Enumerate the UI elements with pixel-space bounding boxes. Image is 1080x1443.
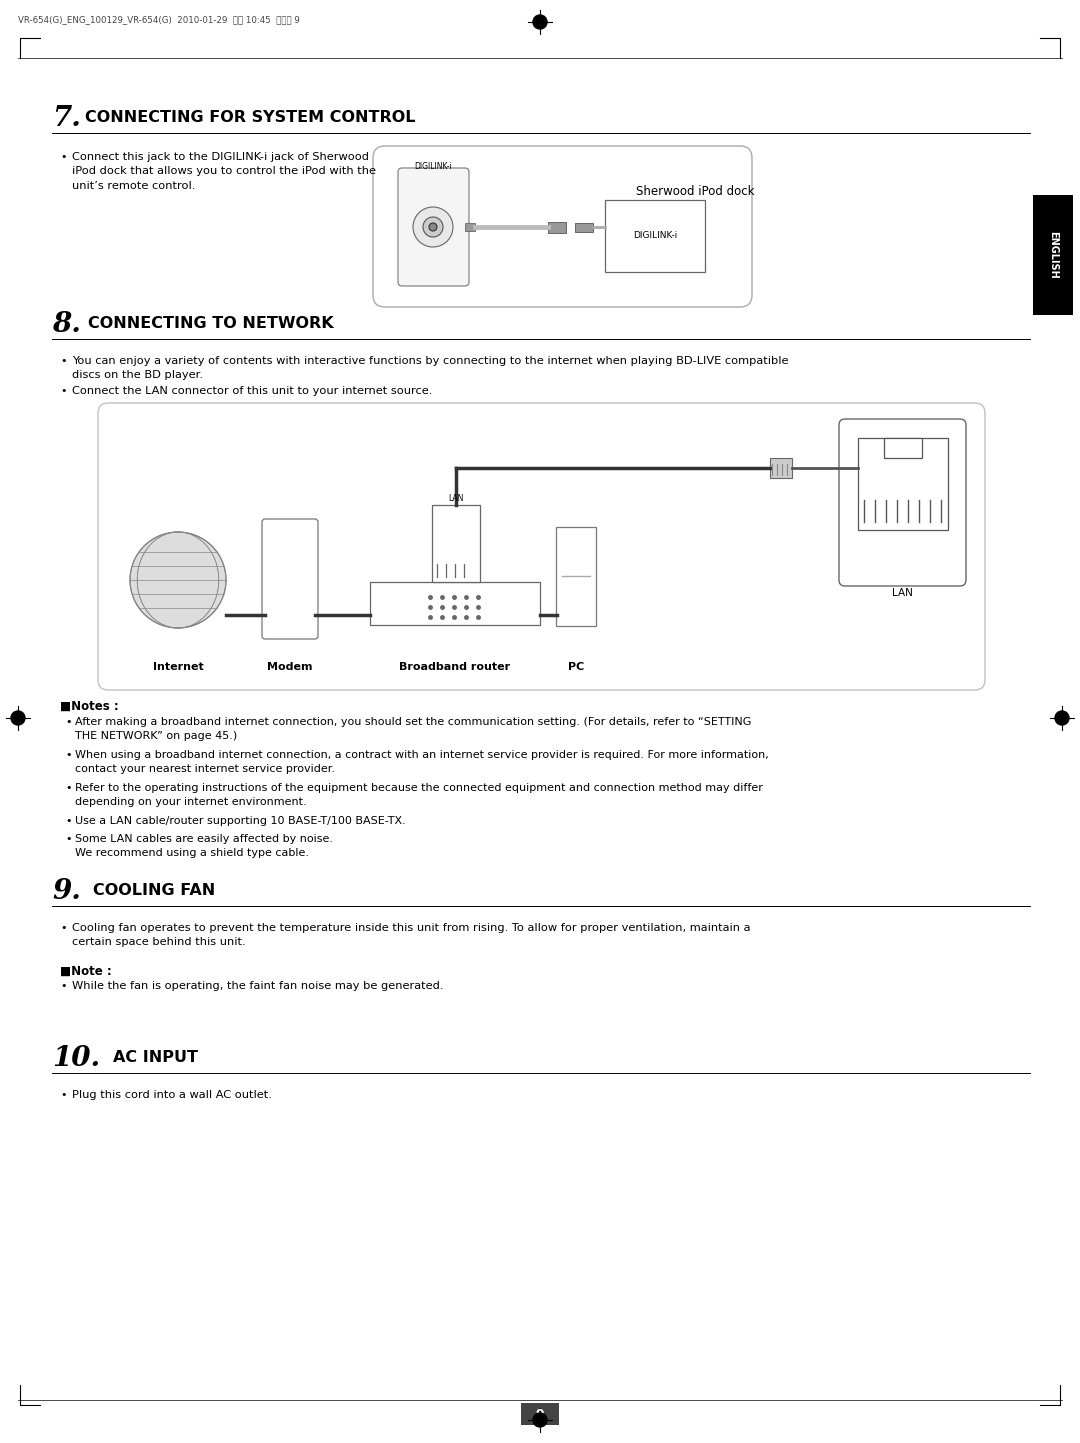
- Text: Sherwood iPod dock: Sherwood iPod dock: [636, 185, 754, 198]
- Text: After making a broadband internet connection, you should set the communication s: After making a broadband internet connec…: [75, 717, 752, 740]
- Text: VR-654(G)_ENG_100129_VR-654(G)  2010-01-29  오전 10:45  페이직 9: VR-654(G)_ENG_100129_VR-654(G) 2010-01-2…: [18, 14, 300, 25]
- Text: •: •: [65, 834, 71, 844]
- Text: COOLING FAN: COOLING FAN: [93, 883, 215, 898]
- Text: •: •: [65, 784, 71, 794]
- Text: CONNECTING FOR SYSTEM CONTROL: CONNECTING FOR SYSTEM CONTROL: [85, 110, 416, 126]
- FancyBboxPatch shape: [262, 519, 318, 639]
- Text: Cooling fan operates to prevent the temperature inside this unit from rising. To: Cooling fan operates to prevent the temp…: [72, 924, 751, 948]
- Text: 8.: 8.: [52, 312, 81, 338]
- Bar: [370, 582, 540, 625]
- Bar: [548, 221, 566, 232]
- Circle shape: [11, 711, 25, 724]
- Bar: [605, 201, 705, 271]
- Text: •: •: [60, 924, 67, 934]
- Text: Internet: Internet: [152, 662, 203, 672]
- Text: AC INPUT: AC INPUT: [113, 1051, 198, 1065]
- Text: ENGLISH: ENGLISH: [1048, 231, 1058, 278]
- FancyBboxPatch shape: [399, 167, 469, 286]
- Bar: [858, 439, 948, 530]
- Text: •: •: [65, 750, 71, 760]
- Text: Modem: Modem: [267, 662, 313, 672]
- Text: Plug this cord into a wall AC outlet.: Plug this cord into a wall AC outlet.: [72, 1089, 272, 1100]
- Text: 9.: 9.: [52, 877, 81, 905]
- Text: DIGILINK-i: DIGILINK-i: [633, 231, 677, 241]
- Text: Connect this jack to the DIGILINK-i jack of Sherwood
iPod dock that allows you t: Connect this jack to the DIGILINK-i jack…: [72, 152, 376, 190]
- Text: •: •: [60, 385, 67, 395]
- Bar: [432, 505, 480, 582]
- Bar: [1032, 195, 1074, 315]
- Circle shape: [130, 532, 226, 628]
- Text: Connect the LAN connector of this unit to your internet source.: Connect the LAN connector of this unit t…: [72, 385, 432, 395]
- Circle shape: [534, 14, 546, 29]
- FancyBboxPatch shape: [373, 146, 752, 307]
- Text: You can enjoy a variety of contents with interactive functions by connecting to : You can enjoy a variety of contents with…: [72, 356, 788, 381]
- Text: 10.: 10.: [52, 1045, 100, 1072]
- Text: Refer to the operating instructions of the equipment because the connected equip: Refer to the operating instructions of t…: [75, 784, 762, 807]
- Text: •: •: [65, 815, 71, 825]
- Text: LAN: LAN: [892, 587, 913, 597]
- Circle shape: [534, 1413, 546, 1427]
- Text: Some LAN cables are easily affected by noise.
We recommend using a shield type c: Some LAN cables are easily affected by n…: [75, 834, 333, 857]
- Circle shape: [1055, 711, 1069, 724]
- Bar: [575, 222, 593, 231]
- Text: CONNECTING TO NETWORK: CONNECTING TO NETWORK: [87, 316, 334, 330]
- FancyBboxPatch shape: [98, 403, 985, 690]
- Text: 9: 9: [536, 1407, 544, 1420]
- Circle shape: [413, 206, 453, 247]
- Bar: [885, 439, 922, 457]
- FancyBboxPatch shape: [839, 418, 966, 586]
- Text: LAN: LAN: [448, 494, 463, 504]
- Bar: [465, 224, 475, 231]
- Text: •: •: [60, 152, 67, 162]
- Text: •: •: [65, 717, 71, 727]
- Text: When using a broadband internet connection, a contract with an internet service : When using a broadband internet connecti…: [75, 750, 769, 773]
- Text: ■Note :: ■Note :: [60, 965, 111, 978]
- Text: PC: PC: [568, 662, 584, 672]
- Text: Broadband router: Broadband router: [400, 662, 511, 672]
- Bar: [521, 1403, 559, 1426]
- Text: While the fan is operating, the faint fan noise may be generated.: While the fan is operating, the faint fa…: [72, 981, 444, 991]
- Text: 7.: 7.: [52, 105, 81, 131]
- Text: •: •: [60, 356, 67, 367]
- Circle shape: [423, 216, 443, 237]
- FancyBboxPatch shape: [556, 527, 596, 626]
- Circle shape: [429, 224, 437, 231]
- Text: Use a LAN cable/router supporting 10 BASE-T/100 BASE-TX.: Use a LAN cable/router supporting 10 BAS…: [75, 815, 406, 825]
- Text: ■Notes :: ■Notes :: [60, 700, 119, 713]
- Bar: [770, 457, 792, 478]
- Text: DIGILINK-i: DIGILINK-i: [414, 162, 451, 172]
- Text: •: •: [60, 1089, 67, 1100]
- Text: •: •: [60, 981, 67, 991]
